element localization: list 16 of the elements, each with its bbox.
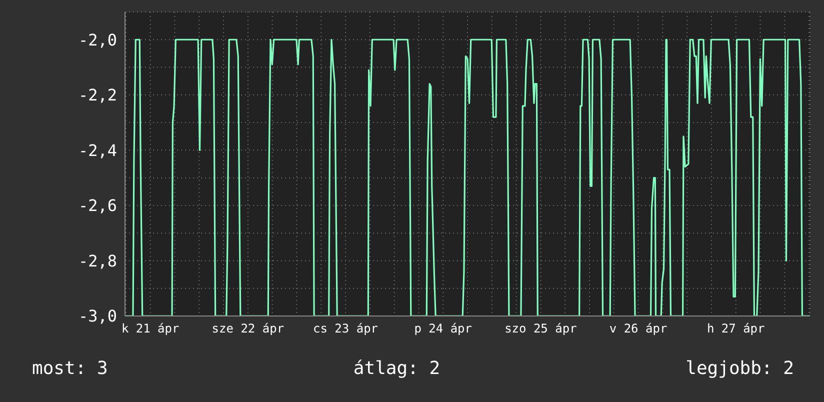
text: átlag: 2 (353, 358, 440, 379)
y-tick-label: -2,4 (78, 140, 117, 160)
y-tick-label: -2,8 (78, 251, 117, 270)
x-tick-label: cs 23 ápr (313, 322, 378, 336)
x-tick-label: v 26 ápr (609, 322, 668, 336)
x-tick-label: p 24 ápr (414, 322, 472, 336)
x-tick-label: szo 25 ápr (504, 322, 577, 336)
y-tick-label: -2,6 (78, 196, 117, 216)
x-tick-label: sze 22 ápr (212, 322, 284, 336)
y-tick-label: -3,0 (78, 306, 117, 326)
y-tick-label: -2,0 (78, 30, 117, 50)
x-tick-label: h 27 ápr (706, 322, 765, 336)
text: legjobb: 2 (686, 358, 794, 379)
x-tick-label: k 21 ápr (121, 322, 180, 336)
text: most: 3 (32, 358, 108, 379)
y-tick-label: -2,2 (78, 86, 117, 105)
